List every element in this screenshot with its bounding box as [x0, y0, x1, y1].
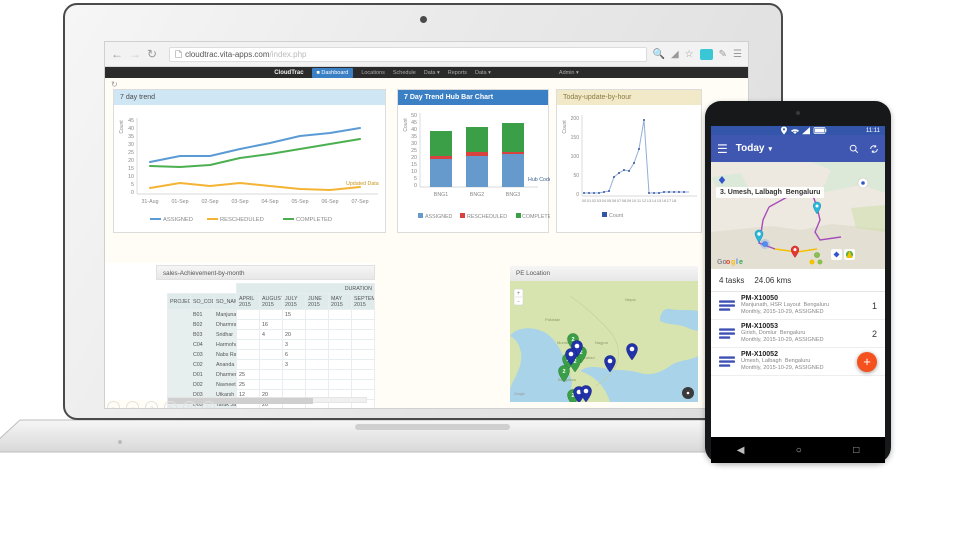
svg-text:30: 30	[128, 142, 134, 148]
svg-text:BNG3: BNG3	[506, 192, 520, 198]
svg-text:18: 18	[672, 198, 677, 203]
svg-text:31-Aug: 31-Aug	[141, 199, 158, 205]
svg-text:10: 10	[128, 174, 134, 180]
svg-text:l: l	[736, 259, 738, 266]
svg-text:Pakistan: Pakistan	[545, 317, 560, 322]
svg-text:Nepal: Nepal	[625, 297, 636, 302]
svg-text:07-Sep: 07-Sep	[351, 199, 368, 205]
svg-text:Hub Code: Hub Code	[528, 177, 550, 183]
svg-text:25: 25	[411, 148, 417, 154]
svg-text:0: 0	[131, 190, 134, 196]
svg-text:03-Sep: 03-Sep	[231, 199, 248, 205]
svg-text:e: e	[739, 259, 743, 266]
svg-text:COMPLETED: COMPLETED	[522, 214, 550, 220]
svg-text:100: 100	[571, 154, 580, 160]
svg-text:Count: Count	[403, 118, 409, 132]
svg-text:45: 45	[128, 118, 134, 124]
svg-text:+: +	[517, 291, 521, 297]
svg-text:15: 15	[411, 162, 417, 168]
svg-text:5: 5	[414, 176, 417, 182]
svg-text:20: 20	[128, 158, 134, 164]
svg-text:35: 35	[411, 134, 417, 140]
svg-text:25: 25	[128, 150, 134, 156]
svg-text:0: 0	[414, 183, 417, 189]
svg-text:Google: Google	[514, 392, 525, 396]
svg-text:Updated Data: Updated Data	[346, 181, 379, 187]
svg-text:04-Sep: 04-Sep	[261, 199, 278, 205]
svg-text:15: 15	[128, 166, 134, 172]
svg-text:30: 30	[411, 141, 417, 147]
svg-text:40: 40	[128, 126, 134, 132]
svg-text:RESCHEDULED: RESCHEDULED	[467, 214, 507, 220]
svg-text:05-Sep: 05-Sep	[291, 199, 308, 205]
svg-text:ASSIGNED: ASSIGNED	[163, 217, 193, 223]
svg-text:RESCHEDULED: RESCHEDULED	[220, 217, 264, 223]
svg-text:02-Sep: 02-Sep	[201, 199, 218, 205]
svg-text:Nagpur: Nagpur	[595, 340, 609, 345]
svg-text:Count: Count	[562, 120, 568, 134]
svg-text:2: 2	[562, 369, 565, 375]
svg-text:200: 200	[571, 116, 580, 122]
svg-text:40: 40	[411, 127, 417, 133]
svg-text:ASSIGNED: ASSIGNED	[425, 214, 453, 220]
svg-text:Count: Count	[609, 213, 624, 219]
svg-text:o: o	[726, 259, 730, 266]
svg-text:BNG2: BNG2	[470, 192, 484, 198]
svg-text:150: 150	[571, 135, 580, 141]
svg-text:50: 50	[573, 173, 579, 179]
svg-text:-: -	[518, 299, 520, 305]
svg-text:BNG1: BNG1	[434, 192, 448, 198]
svg-text:10: 10	[411, 169, 417, 175]
svg-text:06-Sep: 06-Sep	[321, 199, 338, 205]
svg-text:5: 5	[131, 182, 134, 188]
svg-text:50: 50	[411, 113, 417, 119]
svg-text:COMPLETED: COMPLETED	[296, 217, 332, 223]
svg-text:35: 35	[128, 134, 134, 140]
svg-text:Count: Count	[119, 120, 125, 134]
svg-text:0: 0	[576, 192, 579, 198]
svg-text:45: 45	[411, 120, 417, 126]
svg-text:g: g	[731, 259, 735, 266]
svg-text:01-Sep: 01-Sep	[171, 199, 188, 205]
svg-text:20: 20	[411, 155, 417, 161]
